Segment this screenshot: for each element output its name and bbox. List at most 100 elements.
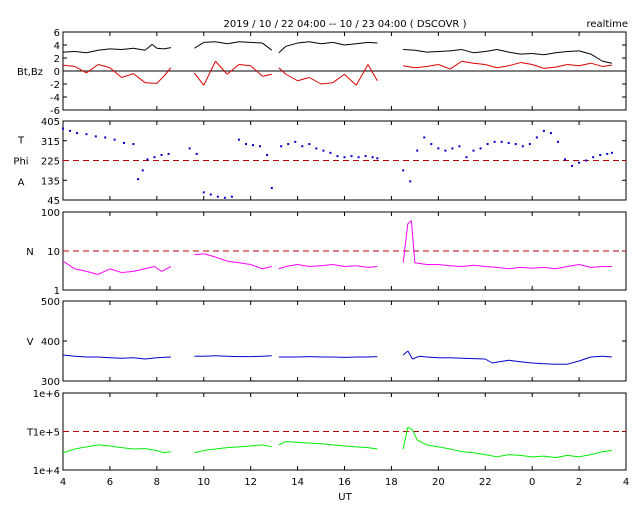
- bt-bz-segment: [508, 51, 521, 55]
- velocity-segment: [499, 359, 509, 363]
- bt-bz-segment: [567, 64, 580, 67]
- bt-bz-segment: [227, 41, 240, 45]
- bt-bz-segment: [133, 47, 146, 51]
- density-segment: [496, 266, 509, 270]
- temperature-segment: [407, 426, 413, 431]
- bt-bz-segment: [602, 60, 613, 64]
- phi-point: [69, 129, 72, 132]
- bt-bz-segment: [144, 43, 153, 51]
- density-segment: [508, 266, 521, 270]
- velocity-segment: [74, 355, 87, 358]
- panel-phi: 405 315 225 135 45 T Phi A: [13, 117, 627, 207]
- bt-bz-segment: [590, 53, 603, 62]
- density-segment: [543, 266, 556, 270]
- bt-bz-segment: [62, 64, 75, 67]
- panels: 6420-2-4-6Bt,Bz40531522513545TPhiA100101…: [13, 28, 627, 477]
- bt-bz-segment: [262, 42, 273, 51]
- bt-bz-segment: [194, 41, 205, 49]
- density-segment: [154, 266, 162, 272]
- density-segment: [414, 262, 427, 266]
- velocity-segment: [145, 357, 157, 360]
- density-segment: [215, 256, 228, 262]
- bt-bz-segment: [238, 41, 251, 43]
- phi-point: [564, 158, 567, 161]
- velocity-segment: [62, 354, 75, 357]
- bt-bz-segment: [297, 77, 310, 82]
- phi-ylabel-line: A: [18, 178, 25, 189]
- bt-bz-segment: [367, 64, 378, 82]
- density-segment: [262, 266, 272, 270]
- phi-point: [371, 156, 374, 159]
- density-segment: [320, 264, 333, 267]
- temperature-segment: [109, 445, 122, 449]
- velocity-segment: [419, 355, 427, 358]
- bt-bz-segment: [98, 48, 110, 51]
- velocity-ytick-label: 400: [41, 337, 60, 348]
- density-segment: [238, 262, 251, 266]
- temperature-segment: [250, 444, 263, 447]
- phi-point: [137, 178, 140, 181]
- velocity-segment: [98, 356, 110, 359]
- bt-bz-segment: [414, 49, 427, 53]
- phi-point: [301, 145, 304, 148]
- density-segment: [473, 264, 486, 268]
- phi-point: [113, 138, 116, 141]
- temperature-ylabel: T: [26, 428, 34, 439]
- density-ytick-label: 1: [54, 286, 60, 297]
- velocity-ylabel: V: [27, 337, 34, 348]
- phi-point: [270, 186, 273, 189]
- phi-point: [423, 136, 426, 139]
- bt-bz-segment: [461, 60, 474, 64]
- density-segment: [555, 266, 568, 270]
- temperature-segment: [163, 451, 171, 454]
- bt-bz-segment: [414, 65, 427, 69]
- x-tick-label: 4: [60, 477, 66, 488]
- bt-bz-segment: [74, 51, 87, 54]
- bt-bz-segment: [344, 43, 357, 46]
- bt-bz-segment: [450, 49, 462, 52]
- temperature-segment: [496, 454, 509, 458]
- bt-bz-segment: [426, 64, 439, 67]
- temperature-segment: [285, 440, 298, 443]
- temperature-segment: [156, 450, 165, 454]
- bt-bz-ytick-label: -4: [50, 93, 60, 104]
- bt-bz-segment: [297, 41, 310, 44]
- density-segment: [344, 265, 357, 268]
- velocity-segment: [156, 356, 171, 359]
- phi-point: [216, 195, 219, 198]
- temperature-segment: [203, 448, 216, 452]
- phi-point: [409, 180, 412, 183]
- temperature-segment: [602, 450, 612, 453]
- x-tick-label: 0: [529, 477, 535, 488]
- bt-bz-segment: [215, 41, 228, 45]
- bt-bz-segment: [461, 49, 474, 54]
- bt-bz-segment: [508, 62, 521, 67]
- phi-point: [451, 147, 454, 150]
- bt-bz-segment: [226, 64, 240, 75]
- temperature-segment: [320, 443, 333, 446]
- phi-point: [493, 140, 496, 143]
- density-segment: [62, 260, 76, 270]
- density-segment: [402, 223, 409, 263]
- phi-ytick-label: 405: [41, 117, 60, 128]
- bt-bz-segment: [250, 65, 263, 77]
- bt-bz-segment: [203, 41, 216, 43]
- bt-bz-ytick-label: 2: [54, 54, 60, 65]
- velocity-ytick-label: 300: [41, 377, 60, 388]
- density-segment: [121, 270, 134, 274]
- temperature-segment: [278, 441, 287, 446]
- phi-point: [599, 154, 602, 157]
- temperature-segment: [86, 444, 99, 448]
- x-tick-label: 20: [432, 477, 445, 488]
- temperature-segment: [555, 454, 568, 459]
- bt-bz-segment: [250, 41, 263, 44]
- temperature-segment: [297, 441, 310, 444]
- temperature-series-T: [62, 426, 612, 459]
- velocity-segment: [426, 356, 439, 359]
- bt-bz-segment: [285, 42, 298, 47]
- phi-point: [465, 156, 468, 159]
- phi-point: [188, 147, 191, 150]
- x-tick-label: 10: [197, 477, 210, 488]
- phi-point: [153, 156, 156, 159]
